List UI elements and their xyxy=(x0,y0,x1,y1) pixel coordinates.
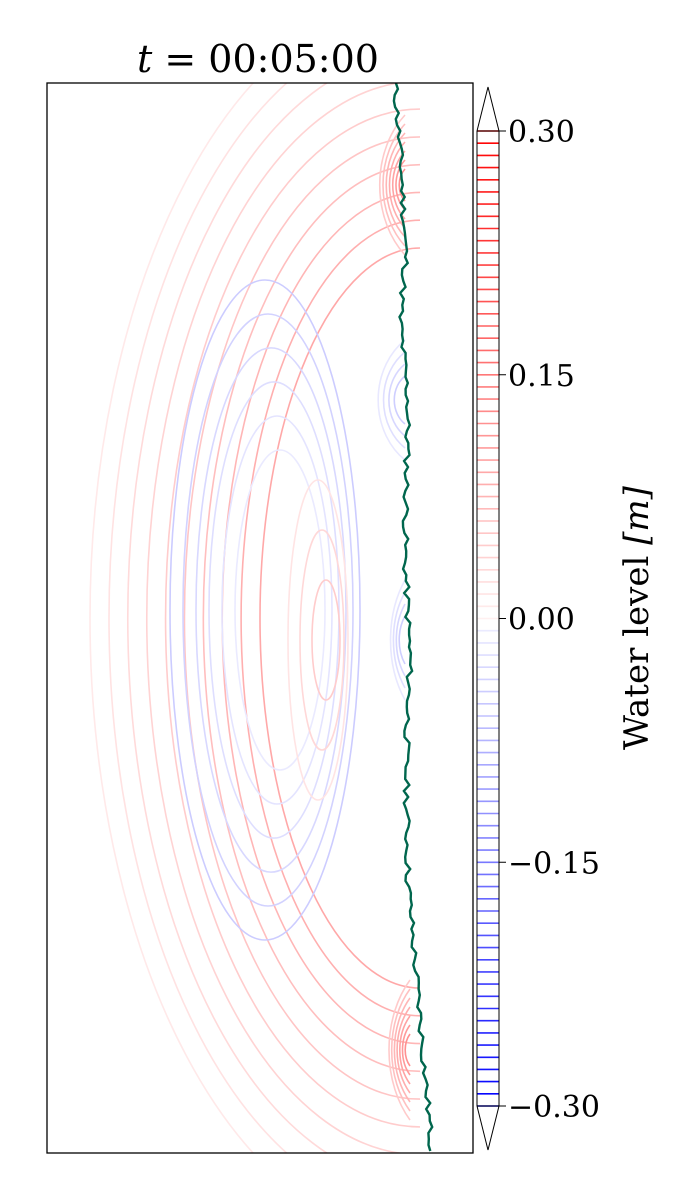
contour-line xyxy=(398,615,406,665)
colorbar: 0.30 0.15 0.00 −0.15 −0.30 Water level [m] xyxy=(476,86,657,1151)
contour-line xyxy=(398,1015,411,1085)
contour-line xyxy=(393,997,411,1103)
contour-line xyxy=(287,479,349,801)
shoreline-line xyxy=(392,83,434,1152)
contour-line xyxy=(377,339,406,461)
contour-line xyxy=(208,381,340,839)
colorbar-tick-label: −0.30 xyxy=(508,1090,600,1125)
contour-line xyxy=(378,114,406,256)
contour-line xyxy=(195,347,347,873)
colorbar-tick-label: 0.15 xyxy=(508,359,575,394)
contour-line xyxy=(389,579,406,701)
colorbar-level-lines xyxy=(477,130,499,1107)
contour-line xyxy=(299,529,345,751)
plot-area xyxy=(46,82,474,1154)
contour-line xyxy=(401,1024,411,1076)
contour-line xyxy=(311,579,341,701)
contour-line xyxy=(382,123,406,247)
contour-line xyxy=(390,988,411,1112)
contour-lines xyxy=(89,83,421,1153)
colorbar-label: Water level [m] xyxy=(617,485,657,750)
svg-text:t = 00:05:00: t = 00:05:00 xyxy=(137,37,379,81)
contour-line xyxy=(182,313,354,907)
contour-line xyxy=(393,375,406,425)
colorbar-extend-bottom xyxy=(476,1105,500,1151)
contour-line xyxy=(392,591,406,689)
contour-line xyxy=(203,163,421,1073)
contour-line xyxy=(388,141,406,229)
title-time-value: 00:05:00 xyxy=(208,37,379,81)
colorbar-tick-label: −0.15 xyxy=(508,846,600,881)
contour-line xyxy=(385,132,406,238)
colorbar-extend-top xyxy=(476,86,500,132)
contour-line xyxy=(388,363,406,437)
colorbar-tick-label: 0.00 xyxy=(508,603,575,638)
contour-line xyxy=(108,83,289,1153)
contour-line xyxy=(382,351,406,449)
contour-line xyxy=(164,108,421,1128)
contour-line xyxy=(221,415,333,805)
contour-line xyxy=(395,603,406,677)
contour-line xyxy=(234,449,326,771)
colorbar-ticks: 0.30 0.15 0.00 −0.15 −0.30 xyxy=(499,115,600,1125)
contour-line xyxy=(240,219,421,1017)
contour-line xyxy=(391,150,406,220)
contour-line xyxy=(388,979,411,1121)
colorbar-outline xyxy=(476,130,500,1107)
title-variable: t xyxy=(137,37,153,81)
contour-line xyxy=(259,247,421,989)
contour-line xyxy=(169,279,361,941)
chart-title: t = 00:05:00 xyxy=(137,37,379,81)
plot-frame xyxy=(46,82,474,1154)
contour-line xyxy=(404,1033,411,1067)
colorbar-tick-label: 0.30 xyxy=(508,115,575,150)
contour-line xyxy=(145,83,406,1153)
contour-line xyxy=(396,1006,411,1094)
contour-line xyxy=(89,83,255,1153)
contour-line xyxy=(127,83,330,1153)
contour-line xyxy=(184,136,421,1100)
